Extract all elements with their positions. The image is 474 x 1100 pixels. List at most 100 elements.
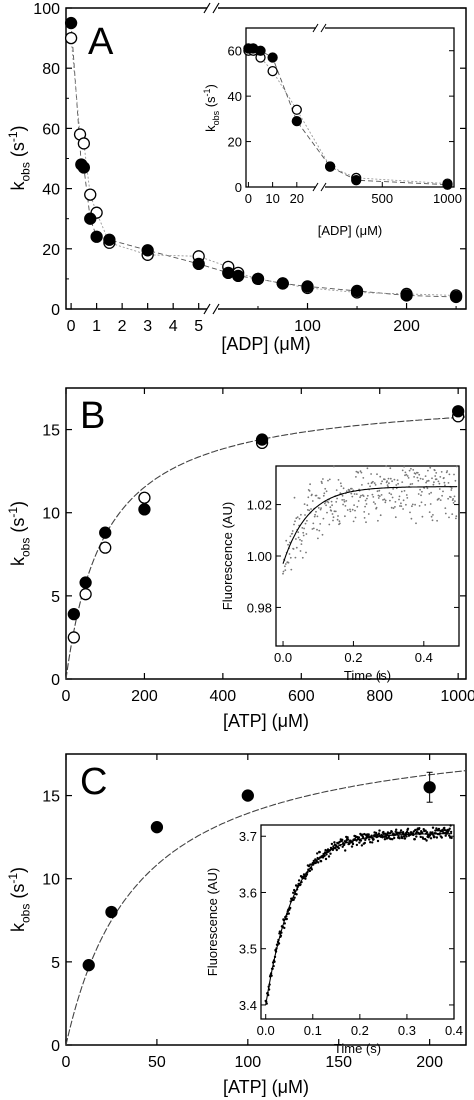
trace-point (318, 497, 321, 500)
trace-point (348, 489, 351, 491)
unit: (s (203, 96, 218, 111)
trace-point (387, 477, 390, 480)
trace-point (357, 836, 361, 839)
trace-point (402, 508, 404, 510)
trace-point (420, 501, 423, 504)
trace-point (312, 522, 315, 525)
x-tick-label: 200 (393, 318, 420, 335)
trace-point (389, 467, 392, 470)
trace-point (418, 505, 421, 507)
trace-point (450, 836, 453, 840)
trace-point (403, 465, 405, 468)
trace-point (369, 841, 372, 844)
trace-point (297, 879, 301, 882)
trace-point (443, 826, 446, 830)
trace-point (411, 483, 414, 485)
trace-point (418, 827, 421, 830)
trace-point (363, 841, 366, 845)
x-tick-label: 100 (234, 1054, 261, 1071)
trace-point (351, 508, 354, 511)
trace-point (344, 505, 347, 507)
inset-y-axis-label-text: Fluorescence (AU) (205, 868, 220, 976)
trace-point (321, 482, 323, 484)
trace-point (379, 475, 382, 478)
x-tick-label: 50 (148, 1054, 166, 1071)
trace-point (434, 829, 437, 832)
x-tick-label: 100 (294, 318, 321, 335)
data-point (84, 188, 97, 201)
trace-point (354, 509, 356, 512)
trace-point (409, 483, 412, 486)
trace-point (422, 478, 424, 480)
trace-point (307, 864, 311, 868)
k: k (8, 922, 28, 932)
trace-point (372, 838, 375, 841)
trace-point (378, 495, 381, 497)
trace-point (441, 494, 443, 497)
trace-point (334, 510, 337, 513)
trace-point (319, 523, 322, 525)
trace-point (419, 835, 422, 839)
trace-point (424, 504, 427, 506)
trace-point (431, 826, 435, 829)
y-tick-label: 60 (42, 121, 60, 138)
trace-point (293, 896, 296, 899)
axis-break-mark (320, 182, 327, 192)
trace-point (435, 478, 438, 481)
inset-x-tick-label: 0.0 (274, 650, 292, 665)
trace-point (338, 840, 341, 843)
trace-point (305, 873, 309, 876)
trace-point (451, 513, 454, 515)
trace-point (321, 533, 324, 536)
trace-point (287, 543, 289, 546)
trace-point (357, 471, 360, 474)
trace-point (300, 513, 302, 516)
inset-data-point (267, 66, 278, 77)
trace-point (355, 470, 358, 473)
x-tick-label: 1 (92, 318, 101, 335)
trace-point (448, 516, 450, 519)
trace-point (324, 857, 328, 861)
inset-data-point (255, 45, 266, 56)
x-axis-label: [ATP] (μM) (223, 1077, 309, 1097)
trace-point (395, 484, 398, 486)
axis-break-mark (212, 303, 220, 315)
trace-point (312, 859, 315, 863)
y-tick-label: 5 (51, 955, 60, 972)
trace-point (405, 473, 408, 476)
trace-point (393, 836, 396, 840)
data-point (241, 789, 254, 802)
trace-point (415, 835, 418, 838)
trace-point (394, 501, 397, 503)
inset-data-point (291, 104, 302, 115)
trace-point (427, 469, 429, 472)
trace-point (322, 478, 324, 480)
trace-point (300, 543, 303, 545)
inset-trace-points (264, 824, 453, 1005)
inset-y-tick-label: 3.4 (239, 998, 257, 1013)
k: k (8, 556, 28, 566)
trace-point (432, 483, 435, 486)
trace-point (342, 503, 344, 506)
trace-point (397, 835, 400, 838)
trace-point (430, 515, 433, 518)
trace-point (377, 519, 379, 522)
trace-point (455, 517, 457, 520)
trace-point (292, 898, 295, 901)
trace-point (351, 842, 355, 846)
trace-point (317, 507, 320, 509)
trace-point (417, 479, 420, 482)
trace-point (307, 496, 310, 499)
trace-point (325, 504, 327, 507)
trace-point (442, 490, 444, 493)
trace-point (309, 863, 312, 866)
trace-point (377, 832, 381, 835)
trace-point (438, 497, 440, 500)
trace-point (398, 837, 401, 840)
data-point (77, 137, 91, 150)
trace-point (443, 477, 445, 479)
trace-point (328, 523, 331, 526)
fit-curve (65, 770, 467, 1046)
trace-point (318, 850, 321, 854)
trace-point (416, 471, 419, 474)
